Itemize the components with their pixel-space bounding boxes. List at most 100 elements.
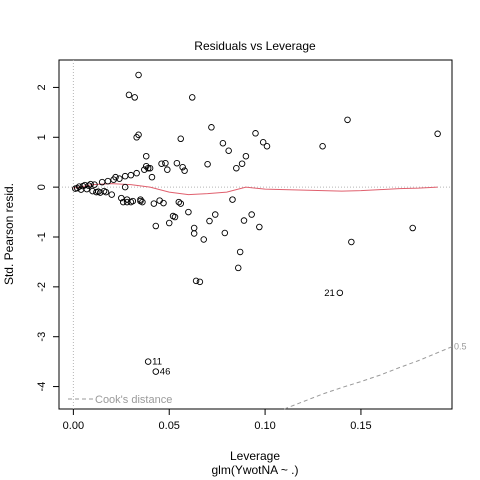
y-tick-label: -4 (36, 382, 48, 392)
cooks-distance-contour-label: 0.5 (454, 342, 467, 352)
data-point (229, 196, 236, 203)
y-axis: -4 -3 -2 -1 0 1 2 (36, 84, 59, 391)
y-tick-label: 2 (36, 84, 48, 90)
data-point (121, 183, 129, 191)
data-point (434, 130, 441, 138)
data-point (139, 198, 146, 206)
data-point (83, 185, 91, 193)
data-point (164, 166, 171, 173)
data-point (211, 211, 219, 218)
y-tick-label: -3 (36, 332, 48, 342)
x-tick-label: 0.10 (254, 420, 275, 432)
data-point-labeled (336, 289, 344, 297)
data-point (256, 223, 263, 231)
data-point (344, 116, 351, 124)
data-point (248, 211, 255, 218)
data-point (177, 135, 184, 143)
data-point (234, 264, 242, 272)
data-point (102, 188, 110, 196)
data-point (252, 130, 259, 137)
y-tick-label: -1 (36, 232, 48, 242)
data-point (144, 164, 152, 172)
data-point (177, 200, 184, 207)
data-point (219, 140, 227, 147)
data-point (116, 175, 123, 182)
data-point (190, 224, 198, 232)
x-axis: 0.00 0.05 0.10 0.15 (63, 409, 372, 432)
data-point (409, 224, 416, 232)
data-point (133, 169, 140, 177)
data-point (196, 278, 204, 286)
data-point (125, 91, 133, 99)
data-point (127, 171, 135, 179)
data-point-labeled (152, 368, 160, 375)
data-point (175, 198, 183, 206)
data-point (165, 219, 173, 227)
x-axis-label: Leverage (230, 449, 280, 463)
data-point (142, 152, 150, 160)
data-point (104, 177, 112, 185)
data-point (225, 147, 232, 154)
data-point (348, 238, 355, 246)
data-point-labeled (144, 358, 152, 365)
data-point (91, 181, 98, 188)
data-point (152, 222, 160, 230)
data-point (181, 167, 188, 174)
data-point (238, 160, 246, 167)
data-point (129, 197, 137, 205)
chart-title: Residuals vs Leverage (194, 39, 316, 53)
data-point (162, 159, 169, 167)
data-point (208, 124, 215, 131)
point-label: 46 (160, 367, 171, 378)
smooth-line-layer (73, 183, 438, 196)
data-point (141, 166, 148, 173)
x-tick-label: 0.00 (63, 420, 84, 432)
y-tick-label: 1 (36, 134, 48, 140)
data-point (142, 162, 150, 170)
data-point (108, 191, 115, 198)
data-point (200, 236, 207, 243)
data-point (148, 173, 156, 181)
data-point (206, 217, 213, 225)
data-point (87, 180, 94, 188)
data-point (236, 248, 244, 256)
data-point (173, 159, 181, 167)
data-point (263, 143, 271, 150)
data-point (240, 217, 248, 224)
data-point (233, 164, 240, 172)
data-point (171, 213, 179, 221)
legend-text: Cook's distance (95, 394, 172, 406)
data-point (135, 71, 142, 79)
x-tick-label: 0.05 (159, 420, 180, 432)
data-point (319, 143, 326, 150)
x-tick-label: 0.15 (350, 420, 371, 432)
smooth-line (73, 183, 438, 196)
data-point (192, 277, 200, 285)
data-point (146, 164, 154, 172)
cooks-distance-line (284, 346, 453, 410)
y-tick-label: 0 (36, 184, 48, 190)
data-point (204, 160, 211, 168)
data-point (112, 173, 119, 181)
y-axis-label: Std. Pearson resid. (2, 183, 16, 285)
data-point (150, 200, 158, 207)
cooks-distance-contour: 0.5 (284, 342, 467, 410)
data-point (158, 160, 165, 167)
data-point (135, 131, 142, 139)
data-point (242, 152, 250, 160)
data-point (188, 94, 196, 101)
data-point (131, 94, 138, 101)
legend: Cook's distance (68, 394, 172, 406)
reference-lines (59, 60, 452, 409)
data-point (179, 163, 186, 171)
data-point (73, 184, 81, 192)
data-point (185, 208, 192, 216)
data-point (89, 187, 96, 195)
data-point (121, 172, 129, 180)
data-point (190, 230, 198, 237)
data-point (259, 139, 267, 146)
plot-frame (58, 59, 453, 410)
data-point (118, 194, 125, 202)
